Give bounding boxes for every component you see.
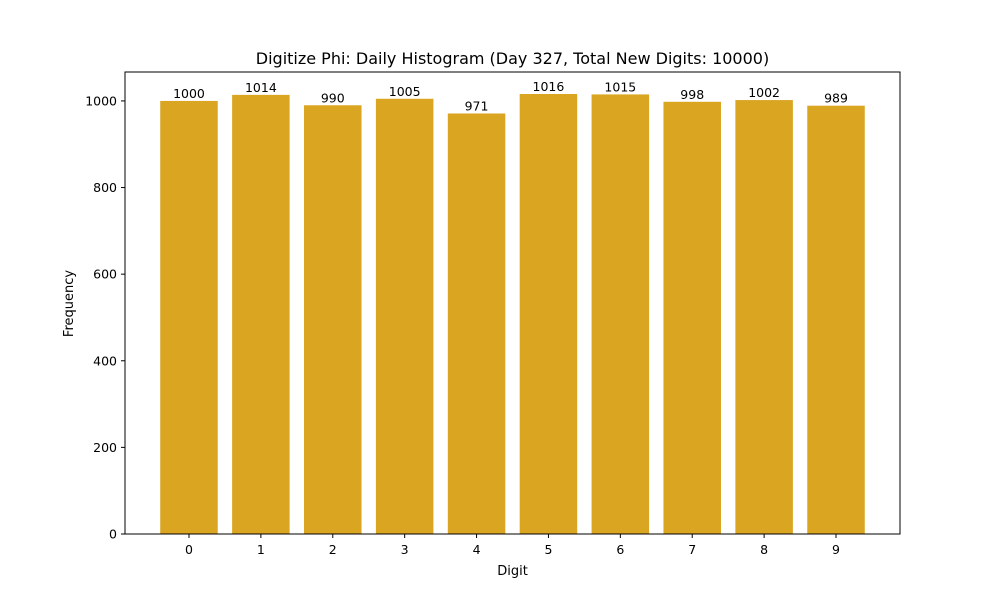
bar-9 <box>807 105 865 534</box>
x-tick-label-6: 6 <box>616 542 624 557</box>
y-tick-label-0: 0 <box>109 527 117 542</box>
x-tick-label-4: 4 <box>473 542 481 557</box>
data-label-1: 1014 <box>245 80 277 95</box>
data-label-8: 1002 <box>748 85 780 100</box>
data-label-5: 1016 <box>533 79 565 94</box>
bar-3 <box>375 98 434 534</box>
bar-5 <box>519 94 578 534</box>
y-tick-label-400: 400 <box>93 353 117 368</box>
y-tick-label-600: 600 <box>93 267 117 282</box>
bar-0 <box>160 100 218 534</box>
x-tick-label-2: 2 <box>329 542 337 557</box>
x-tick-label-1: 1 <box>257 542 265 557</box>
x-tick-label-0: 0 <box>185 542 193 557</box>
data-label-6: 1015 <box>604 79 636 94</box>
bar-1 <box>232 94 290 534</box>
y-tick-label-200: 200 <box>93 440 117 455</box>
x-tick-label-8: 8 <box>760 542 768 557</box>
data-label-7: 998 <box>680 87 704 102</box>
plot-area: 1000 1014 990 1005 971 1016 1015 998 1002 989 0 1 2 3… <box>85 71 901 557</box>
y-tick-label-1000: 1000 <box>85 93 117 108</box>
data-label-9: 989 <box>824 91 848 106</box>
data-label-3: 1005 <box>389 84 421 99</box>
y-axis-label: Frequency <box>62 270 77 337</box>
plot-frame <box>124 71 901 535</box>
bar-4 <box>447 113 506 534</box>
chart-title: Digitize Phi: Daily Histogram (Day 327, … <box>256 49 769 68</box>
x-tick-label-5: 5 <box>544 542 552 557</box>
x-tick-label-3: 3 <box>401 542 409 557</box>
x-axis-label: Digit <box>497 564 528 579</box>
bar-6 <box>591 94 650 534</box>
x-tick-label-7: 7 <box>688 542 696 557</box>
bar-2 <box>304 105 362 535</box>
data-label-0: 1000 <box>173 86 205 101</box>
bar-7 <box>663 101 721 534</box>
y-tick-label-800: 800 <box>93 180 117 195</box>
data-label-4: 971 <box>465 98 489 113</box>
bar-8 <box>735 100 793 535</box>
x-tick-label-9: 9 <box>832 542 840 557</box>
data-label-2: 990 <box>321 90 345 105</box>
